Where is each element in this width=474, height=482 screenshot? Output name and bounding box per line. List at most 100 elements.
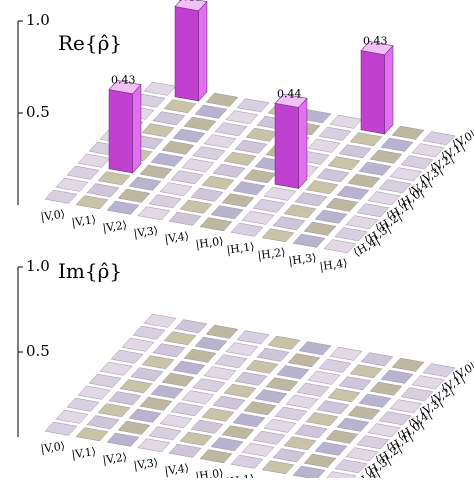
floor-tile	[211, 438, 243, 451]
ket-label: |V,3⟩	[133, 224, 159, 241]
floor-tile	[361, 353, 393, 366]
bar-front	[275, 103, 299, 188]
floor-tile	[379, 180, 411, 193]
floor-tile	[330, 115, 362, 128]
bar-side	[385, 46, 393, 134]
floor-tile	[237, 331, 269, 344]
bar-front	[175, 7, 199, 101]
floor-tile	[277, 366, 309, 379]
floor-tile	[204, 135, 236, 148]
floor-tile	[233, 414, 265, 427]
floor-tile	[169, 212, 201, 225]
floor-tile	[423, 132, 455, 145]
floor-tile	[319, 127, 351, 140]
floor-tile	[379, 412, 411, 425]
floor-tile	[293, 466, 325, 478]
chart-title: Im{ρ̂}	[58, 259, 122, 283]
floor-tile	[315, 442, 347, 455]
floor-tile	[255, 390, 287, 403]
floor-tile	[348, 406, 380, 419]
floor-tile	[120, 380, 152, 393]
floor-tile	[151, 153, 183, 166]
floor-tile	[304, 222, 336, 235]
ket-label: |H,2⟩	[257, 246, 287, 264]
value-label: 0.43	[363, 35, 388, 48]
floor-tile	[317, 169, 349, 182]
floor-tile	[368, 192, 400, 205]
floor-tile	[262, 461, 294, 474]
floor-tile	[390, 400, 422, 413]
floor-tile	[149, 427, 181, 440]
floor-tile	[308, 139, 340, 152]
floor-tile	[299, 342, 331, 355]
z-tick-label: 1.0	[26, 257, 50, 275]
floor-tile	[173, 361, 205, 374]
floor-tile	[224, 152, 256, 165]
floor-tile	[246, 360, 278, 373]
floor-tile	[180, 432, 212, 445]
floor-tile	[162, 373, 194, 386]
floor-tile	[171, 171, 203, 184]
floor-tile	[350, 365, 382, 378]
floor-tile	[89, 374, 121, 387]
floor-tile	[288, 354, 320, 367]
floor-tile	[266, 378, 298, 391]
floor-tile	[160, 183, 192, 196]
floor-tile	[330, 347, 362, 360]
floor-tile	[162, 141, 194, 154]
floor-tile	[98, 404, 130, 417]
floor-tile	[182, 159, 214, 172]
floor-tile	[357, 204, 389, 217]
floor-tile	[211, 206, 243, 219]
floor-tile	[381, 138, 413, 151]
floor-tile	[359, 394, 391, 407]
floor-tile	[262, 229, 294, 242]
floor-tile	[204, 367, 236, 380]
floor-tile	[242, 443, 274, 456]
floor-tile	[109, 392, 141, 405]
floor-tile	[202, 408, 234, 421]
floor-tile	[222, 194, 254, 207]
floor-tile	[76, 196, 108, 209]
floor-tile	[339, 377, 371, 390]
ket-label: |V,2⟩	[102, 451, 128, 468]
bar-front	[361, 51, 385, 134]
floor-tile	[244, 402, 276, 415]
floor-tile	[144, 314, 176, 327]
floor-tile	[76, 428, 108, 441]
floor-tile	[324, 472, 356, 478]
floor-tile	[169, 444, 201, 457]
floor-tile	[412, 376, 444, 389]
floor-tile	[206, 93, 238, 106]
value-label: 0.43	[111, 74, 136, 87]
floor-tile	[306, 413, 338, 426]
floor-tile	[315, 210, 347, 223]
floor-tile	[129, 409, 161, 422]
floor-tile	[412, 144, 444, 157]
floor-tile	[346, 448, 378, 461]
floor-tile	[306, 181, 338, 194]
floor-tile	[149, 195, 181, 208]
floor-tile	[153, 112, 185, 125]
floor-tile	[118, 189, 150, 202]
floor-tile	[171, 403, 203, 416]
floor-tile	[401, 156, 433, 169]
floor-tile	[286, 395, 318, 408]
floor-tile	[233, 182, 265, 195]
floor-tile	[78, 154, 110, 167]
floor-tile	[118, 421, 150, 434]
floor-tile	[206, 325, 238, 338]
floor-tile	[200, 450, 232, 463]
floor-tile	[164, 332, 196, 345]
ket-label: |V,4⟩	[164, 462, 190, 478]
floor-tile	[202, 176, 234, 189]
floor-tile	[242, 211, 274, 224]
floor-tile	[138, 207, 170, 220]
floor-tile	[346, 216, 378, 229]
floor-tile	[87, 184, 119, 197]
floor-tile	[275, 407, 307, 420]
ket-label: |V,0⟩	[40, 440, 66, 457]
value-label: 0.44	[277, 87, 302, 100]
ket-label: |H,1⟩	[226, 472, 256, 478]
floor-tile	[423, 364, 455, 377]
